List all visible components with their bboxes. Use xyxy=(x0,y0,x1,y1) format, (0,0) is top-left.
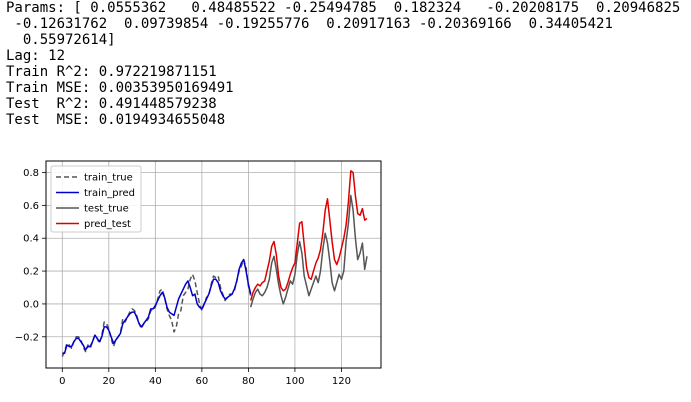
output-line: -0.12631762 0.09739854 -0.19255776 0.209… xyxy=(6,16,613,32)
series-line-train-pred xyxy=(62,258,252,354)
plot-frame xyxy=(45,160,382,369)
series-line-train-true xyxy=(61,258,252,357)
legend-label: train_pred xyxy=(84,188,135,199)
legend-label: pred_test xyxy=(84,219,131,230)
legend-label: test_true xyxy=(84,204,129,215)
train-r2-line: Train R^2: 0.972219871151 xyxy=(6,64,217,80)
y-tick-label: 0.4 xyxy=(23,234,39,245)
x-tick-label: 40 xyxy=(149,376,162,387)
y-tick-label: 0.8 xyxy=(23,168,39,179)
train-mse-line: Train MSE: 0.00353950169491 xyxy=(6,80,234,96)
y-tick-label: 0.0 xyxy=(23,299,39,310)
ticks: 0 20 40 60 80 100 120 −0.2 0.0 0.2 0.4 0.6 0.8 xyxy=(15,168,351,387)
x-tick-label: 0 xyxy=(59,376,65,387)
series-group xyxy=(61,170,368,357)
y-tick-label: 0.6 xyxy=(23,201,39,212)
test-mse-line: Test MSE: 0.0194934655048 xyxy=(6,112,226,128)
x-tick-label: 80 xyxy=(242,376,255,387)
y-tick-label: −0.2 xyxy=(15,332,39,343)
x-tick-label: 120 xyxy=(332,376,351,387)
series-line-pred-test xyxy=(249,170,368,301)
console-output: Params: [ 0.0555362 0.48485522 -0.254947… xyxy=(6,0,680,128)
legend-label: train_true xyxy=(84,173,133,184)
x-tick-label: 20 xyxy=(102,376,115,387)
lag-line: Lag: 12 xyxy=(6,48,66,64)
series-line-test-true xyxy=(249,194,368,308)
output-line: 0.55972614] xyxy=(6,32,116,48)
x-tick-label: 60 xyxy=(196,376,209,387)
legend-box xyxy=(50,165,142,233)
output-line: Params: [ 0.0555362 0.48485522 -0.254947… xyxy=(6,0,681,16)
legend: train_true train_pred test_true pred_test xyxy=(50,165,142,233)
y-tick-label: 0.2 xyxy=(23,267,39,278)
x-tick-label: 100 xyxy=(285,376,304,387)
test-r2-line: Test R^2: 0.491448579238 xyxy=(6,96,217,112)
